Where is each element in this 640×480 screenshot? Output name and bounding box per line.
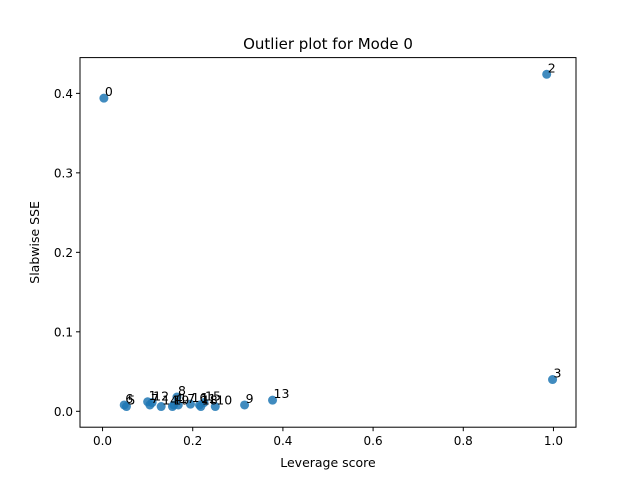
data-point bbox=[147, 398, 157, 408]
chart-title: Outlier plot for Mode 0 bbox=[243, 35, 413, 53]
x-tick-label: 0.0 bbox=[93, 434, 112, 448]
point-label: 13 bbox=[274, 386, 290, 401]
y-tick-label: 0.1 bbox=[54, 325, 73, 339]
data-point bbox=[196, 402, 206, 412]
point-label: 17 bbox=[179, 391, 195, 406]
point-label: 4 bbox=[175, 391, 183, 406]
y-tick-label: 0.4 bbox=[54, 87, 73, 101]
data-point bbox=[167, 402, 177, 412]
data-point bbox=[548, 375, 558, 385]
x-tick-label: 0.4 bbox=[273, 434, 292, 448]
y-tick-label: 0.3 bbox=[54, 166, 73, 180]
point-label: 3 bbox=[554, 366, 562, 381]
point-label: 0 bbox=[105, 84, 113, 99]
x-tick-label: 0.2 bbox=[183, 434, 202, 448]
data-point bbox=[119, 400, 129, 410]
point-label: 18 bbox=[202, 393, 218, 408]
data-point bbox=[240, 400, 250, 410]
data-point bbox=[185, 399, 195, 409]
x-tick-label: 1.0 bbox=[544, 434, 563, 448]
point-label: 6 bbox=[125, 391, 133, 406]
plot-layer: 0.0 0.2 0.4 0.6 0.8 1.00.00.10.20.30.4 0123456… bbox=[54, 60, 563, 448]
data-point bbox=[172, 392, 182, 402]
data-point bbox=[156, 402, 166, 412]
point-label: 5 bbox=[127, 393, 135, 408]
point-label: 10 bbox=[216, 393, 232, 408]
data-point bbox=[542, 69, 552, 79]
x-axis-label: Leverage score bbox=[280, 455, 376, 470]
point-label: 7 bbox=[151, 391, 159, 406]
point-label: 15 bbox=[205, 389, 221, 404]
y-tick-label: 0.0 bbox=[54, 405, 73, 419]
data-point bbox=[210, 402, 220, 412]
x-tick-label: 0.6 bbox=[364, 434, 383, 448]
point-label: 11 bbox=[200, 391, 216, 406]
plot-frame bbox=[79, 57, 577, 428]
point-label: 1 bbox=[149, 388, 157, 403]
point-label: 9 bbox=[246, 391, 254, 406]
point-label: 16 bbox=[191, 390, 207, 405]
point-label: 14 bbox=[162, 393, 178, 408]
data-point bbox=[99, 93, 109, 103]
point-label: 8 bbox=[178, 383, 186, 398]
point-label: 12 bbox=[153, 389, 169, 404]
data-point bbox=[268, 395, 278, 405]
point-label: 2 bbox=[548, 60, 556, 75]
point-label: 19 bbox=[173, 393, 189, 408]
y-axis-label: Slabwise SSE bbox=[27, 201, 42, 284]
y-tick-label: 0.2 bbox=[54, 246, 73, 260]
x-tick-label: 0.8 bbox=[454, 434, 473, 448]
